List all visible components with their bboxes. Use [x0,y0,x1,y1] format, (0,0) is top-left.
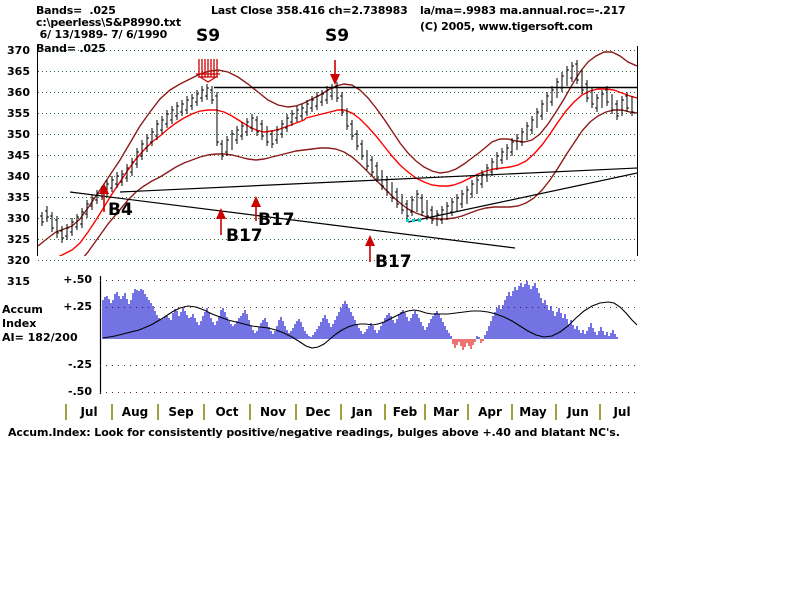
y-tick-330: 330 [7,212,30,225]
month-label-dec: Dec [305,405,331,419]
accum-value-label: AI= 182/200 [2,331,78,344]
file-path-label: c:\peerless\S&P8990.txt [36,16,181,29]
y-tick-355: 355 [7,107,30,120]
ratios-label: la/ma=.9983 ma.annual.roc=-.217 [420,4,626,17]
month-label-may: May [519,405,547,419]
last-close-label: Last Close 358.416 ch=2.738983 [211,4,408,17]
y-tick-340: 340 [7,170,30,183]
signal-label-s9-2: S9 [325,26,350,46]
y-tick-325: 325 [7,233,30,246]
y-tick-345: 345 [7,149,30,162]
signal-label-b17-1: B17 [226,226,263,246]
low-markers [406,219,421,222]
month-label-sep: Sep [168,405,194,419]
month-label-apr: Apr [478,405,502,419]
y-tick-320: 320 [7,254,30,267]
month-label-aug: Aug [121,405,149,419]
y-tick-360: 360 [7,86,30,99]
ascending-trendline-lower [407,172,637,223]
buy-arrows [99,183,375,262]
month-label-mar: Mar [433,405,459,419]
signal-label-s9-1: S9 [196,26,221,46]
descending-trendline [69,191,516,249]
month-tickmarks [65,404,601,420]
accum-title-line2: Index [2,317,37,330]
buy-arrow-b4 [99,183,109,212]
bands-label: Bands= .025 [36,4,116,17]
month-label-feb: Feb [392,405,418,419]
y-tick-315: 315 [7,275,30,288]
y-tick-365: 365 [7,65,30,78]
signal-label-b17-2: B17 [258,210,295,230]
footer-caption: Accum.Index: Look for consistently posit… [8,426,620,439]
sell-arrow-2 [330,60,340,85]
accum-tick-plus50: +.50 [63,273,92,286]
accum-tick-plus25: +.25 [63,300,92,313]
lower-band-line [83,109,637,256]
buy-arrow-b17-b [251,196,261,221]
month-label-jul-2: Jul [613,405,631,419]
copyright-label: (C) 2005, www.tigersoft.com [420,20,593,33]
accum-smoothing-line [102,301,637,349]
ascending-trendline [119,167,637,193]
accum-tick-minus50: -.50 [67,385,92,398]
sell-arrow-cluster-1 [196,59,220,83]
y-tick-350: 350 [7,128,30,141]
signal-label-b17-3: B17 [375,252,412,272]
signal-label-b4: B4 [108,200,133,220]
accum-bars [102,281,618,350]
month-label-jul-1: Jul [80,405,98,419]
moving-average-line [58,88,637,256]
band-inner-label: Band= .025 [36,42,106,55]
accum-title-line1: Accum [2,303,43,316]
month-label-jan: Jan [351,405,373,419]
date-range-label: 6/ 13/1989- 7/ 6/1990 [36,28,168,41]
month-label-nov: Nov [259,405,287,419]
month-label-jun: Jun [567,405,589,419]
accum-tick-minus25: -.25 [67,358,92,371]
y-tick-335: 335 [7,191,30,204]
price-panel-frame [37,46,638,256]
buy-arrow-b17-c [365,235,375,262]
buy-arrow-b17-a [216,208,226,235]
month-label-oct: Oct [215,405,239,419]
upper-band-line [38,51,637,247]
y-tick-370: 370 [7,44,30,57]
